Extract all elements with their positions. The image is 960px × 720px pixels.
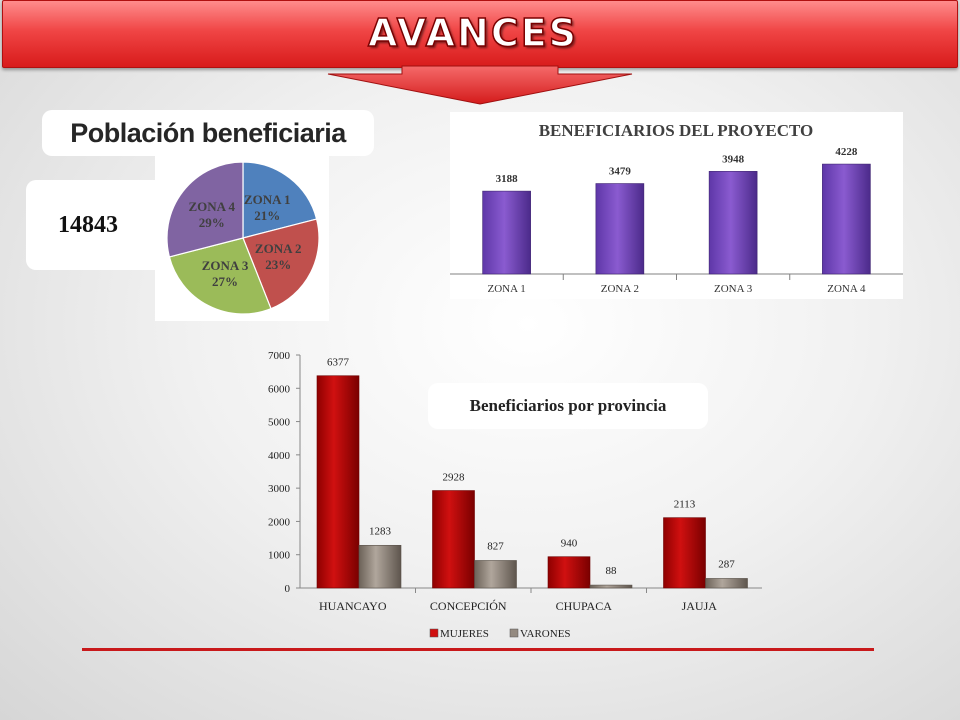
prov-tick-huancayo: HUANCAYO — [319, 599, 387, 613]
prov-bar-mujeres-chupaca — [547, 556, 591, 589]
bottom-divider — [82, 648, 874, 651]
prov-y-tick-7000: 7000 — [268, 350, 291, 362]
legend-label-mujeres: MUJERES — [440, 628, 489, 640]
pie-percent-zona-1: 21% — [254, 208, 280, 223]
zone-bar-zona-4 — [822, 163, 871, 275]
pie-percent-zona-4: 29% — [199, 215, 225, 230]
pie-percent-zona-3: 27% — [212, 274, 238, 289]
prov-y-tick-3000: 3000 — [268, 483, 291, 495]
pie-slice-zona-1 — [242, 161, 318, 239]
zone-tick-zona-3: ZONA 3 — [714, 283, 753, 295]
prov-bar-mujeres-concepcion — [432, 490, 475, 589]
zone-bar-value-zona-1: 3188 — [496, 173, 519, 185]
zone-pie-chart: ZONA 1 21% ZONA 2 23% ZONA 3 27% ZONA 4 29% — [155, 155, 329, 321]
prov-value-varones-chupaca: 88 — [606, 565, 618, 577]
prov-tick-jauja: JAUJA — [682, 599, 718, 613]
prov-y-tick-1000: 1000 — [268, 550, 291, 562]
prov-y-tick-6000: 6000 — [268, 383, 291, 395]
prov-bar-varones-chupaca — [589, 584, 633, 589]
prov-value-varones-jauja: 287 — [718, 558, 735, 570]
prov-y-tick-5000: 5000 — [268, 417, 291, 429]
prov-bar-mujeres-huancayo — [316, 375, 360, 589]
zone-chart-title: BENEFICIARIOS DEL PROYECTO — [539, 121, 814, 140]
zone-tick-zona-4: ZONA 4 — [827, 283, 866, 295]
prov-bar-mujeres-jauja — [663, 517, 706, 589]
zone-bar-value-zona-2: 3479 — [609, 166, 632, 178]
prov-y-tick-0: 0 — [285, 583, 291, 595]
legend-label-varones: VARONES — [520, 628, 571, 640]
legend-swatch-mujeres — [429, 628, 439, 638]
pie-label-zona-4: ZONA 4 — [188, 199, 235, 214]
zone-bar-zona-3 — [708, 171, 758, 275]
total-beneficiarios: 14843 — [26, 180, 176, 270]
pie-slice-zona-4 — [166, 161, 244, 258]
pie-label-zona-2: ZONA 2 — [255, 241, 302, 256]
province-bar-chart: 0 1000 2000 3000 4000 5000 6000 7000 HUANCAYO 637… — [250, 340, 770, 650]
zone-tick-zona-2: ZONA 2 — [601, 283, 639, 295]
header-banner: AVANCES — [2, 0, 958, 68]
pie-label-zona-3: ZONA 3 — [202, 258, 249, 273]
pie-percent-zona-2: 23% — [265, 257, 291, 272]
prov-value-varones-huancayo: 1283 — [369, 525, 392, 537]
prov-tick-concepcion: CONCEPCIÓN — [430, 599, 507, 613]
prov-bar-varones-huancayo — [358, 544, 402, 589]
prov-value-mujeres-concepcion: 2928 — [443, 472, 466, 484]
zone-bar-value-zona-3: 3948 — [722, 153, 745, 165]
province-chart-title: Beneficiarios por provincia — [428, 383, 708, 429]
prov-value-mujeres-chupaca: 940 — [561, 538, 578, 550]
prov-y-tick-2000: 2000 — [268, 516, 291, 528]
down-arrow-icon — [327, 65, 633, 105]
prov-value-mujeres-huancayo: 6377 — [327, 357, 350, 369]
pie-label-zona-1: ZONA 1 — [244, 192, 291, 207]
prov-value-mujeres-jauja: 2113 — [674, 499, 696, 511]
prov-bar-varones-concepcion — [474, 560, 517, 589]
zone-tick-zona-1: ZONA 1 — [488, 283, 526, 295]
zone-bar-zona-1 — [482, 190, 531, 275]
pie-slice-zona-2 — [242, 218, 320, 310]
prov-bar-varones-jauja — [705, 578, 748, 589]
prov-y-tick-4000: 4000 — [268, 450, 291, 462]
legend-swatch-varones — [509, 628, 519, 638]
zone-bar-zona-2 — [595, 183, 645, 275]
prov-tick-chupaca: CHUPACA — [556, 599, 613, 613]
zone-bar-value-zona-4: 4228 — [835, 146, 858, 158]
poblacion-title: Población beneficiaria — [42, 110, 374, 156]
page-title: AVANCES — [367, 10, 579, 56]
zone-bar-chart: BENEFICIARIOS DEL PROYECTO 3188 ZONA 1 3479… — [450, 112, 903, 299]
pie-slice-zona-3 — [168, 237, 272, 315]
prov-value-varones-concepcion: 827 — [487, 540, 504, 552]
